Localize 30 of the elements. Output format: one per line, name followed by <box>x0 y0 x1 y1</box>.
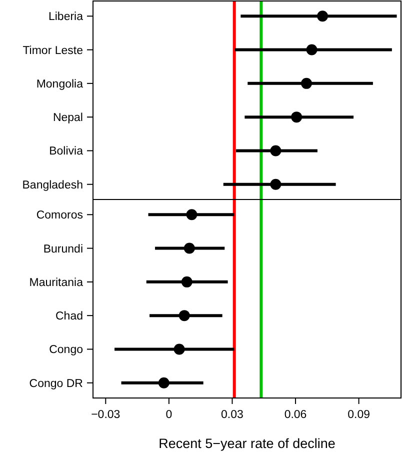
y-tick-label: Mongolia <box>36 78 84 90</box>
y-tick-label: Chad <box>56 310 83 323</box>
y-tick-label: Comoros <box>36 210 84 222</box>
point <box>306 44 318 56</box>
x-tick-label: −0.03 <box>91 409 120 421</box>
point <box>186 209 198 220</box>
x-tick-label: 0.09 <box>348 409 370 421</box>
y-tick-label: Liberia <box>48 11 84 24</box>
y-tick-label: Nepal <box>52 112 83 124</box>
point <box>270 178 282 190</box>
y-tick-label: Mauritania <box>29 276 84 289</box>
x-axis-title: Recent 5−year rate of decline <box>158 436 336 451</box>
point <box>291 112 302 123</box>
point <box>178 310 190 322</box>
y-tick-label: Bolivia <box>49 146 84 158</box>
y-tick-label: Congo <box>49 344 83 356</box>
y-tick-label: Congo DR <box>29 378 83 390</box>
point <box>158 377 170 388</box>
point <box>317 10 328 22</box>
point <box>270 145 282 156</box>
point <box>184 242 195 254</box>
y-tick-label: Burundi <box>43 243 83 256</box>
y-tick-label: Timor Leste <box>22 44 83 57</box>
point <box>300 78 312 89</box>
point <box>181 276 192 288</box>
x-tick-label: 0 <box>166 409 172 421</box>
y-tick-label: Bangladesh <box>22 179 83 192</box>
x-tick-label: 0.03 <box>221 409 244 421</box>
point <box>174 344 185 355</box>
x-tick-label: 0.06 <box>284 409 307 421</box>
